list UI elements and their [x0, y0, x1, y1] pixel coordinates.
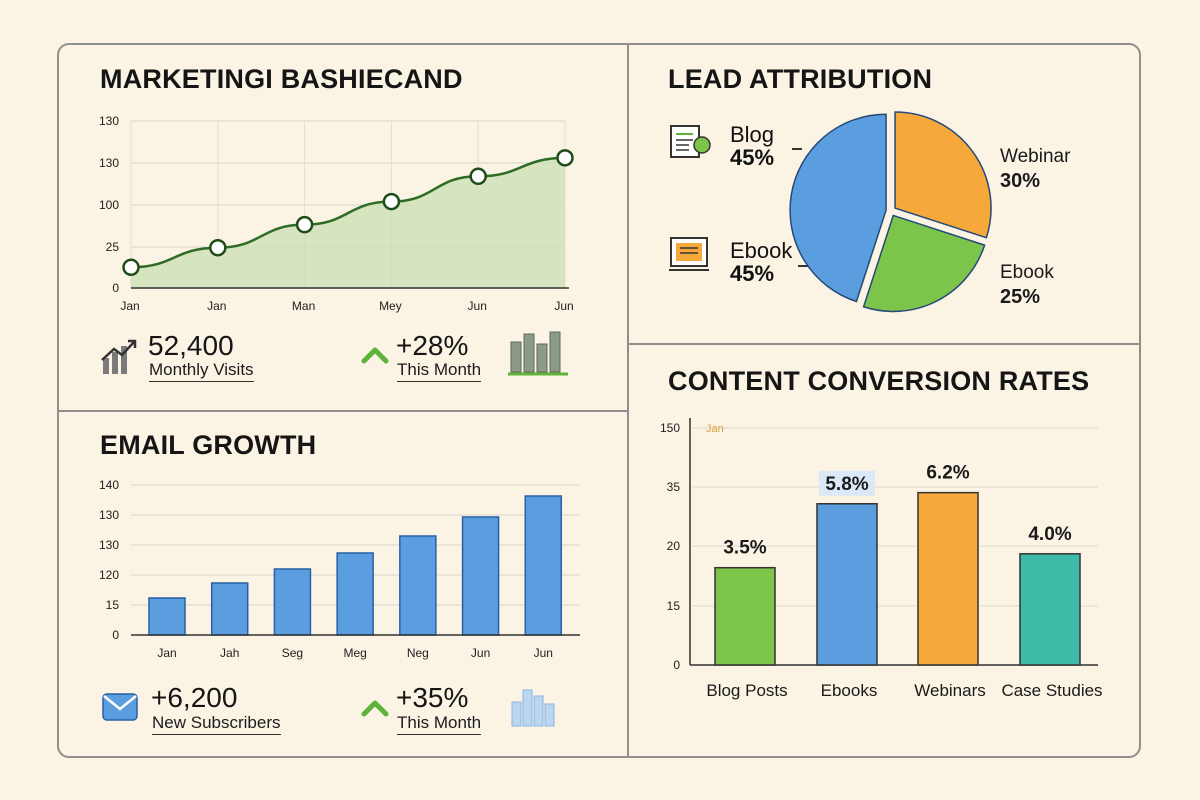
data-label-highlight — [819, 470, 875, 496]
x-tick-label: Blog Posts — [706, 681, 787, 700]
y-tick-label: 150 — [660, 421, 680, 435]
blog-side-name: Blog — [730, 122, 775, 147]
y-tick-label: 130 — [99, 538, 119, 552]
line-point — [556, 149, 574, 167]
y-tick-label: 130 — [99, 156, 119, 170]
content-bar — [714, 566, 776, 666]
email-bar — [524, 495, 563, 636]
visits-value: 52,400 — [148, 330, 234, 361]
x-tick-label: Webinars — [914, 681, 986, 700]
right-horizontal-divider — [628, 343, 1139, 345]
envelope-icon — [102, 693, 138, 721]
x-tick-label: Jun — [471, 646, 490, 660]
arrow-up-icon — [361, 700, 389, 717]
x-tick-label: Mey — [379, 299, 402, 313]
x-tick-label: Jan — [157, 646, 176, 660]
email-panel-title: EMAIL GROWTH — [100, 430, 317, 460]
ebook-icon — [669, 237, 709, 271]
pie-slice-blog — [789, 113, 887, 303]
x-tick-label: Seg — [282, 646, 303, 660]
y-tick-label: 0 — [112, 281, 119, 295]
line-series — [130, 156, 566, 269]
x-tick-label: Jun — [554, 299, 573, 313]
y-tick-label: 130 — [99, 508, 119, 522]
line-point — [122, 258, 140, 277]
left-horizontal-divider — [59, 410, 628, 412]
leader-dash — [792, 148, 802, 150]
bar-chart-icon — [508, 331, 568, 376]
email-bar — [273, 568, 312, 636]
webinar-pct: 30% — [1000, 170, 1040, 192]
email-growth-label: This Month — [397, 713, 482, 735]
traffic-panel-title: MARKETINGI BASHIECAND — [100, 64, 463, 94]
line-point — [209, 238, 227, 257]
subscribers-value: +6,200 — [151, 682, 238, 713]
ebook-label: Ebook — [1000, 262, 1054, 283]
data-label: 6.2% — [926, 463, 969, 484]
line-area-fill — [131, 157, 565, 288]
blog-side-pct: 45% — [730, 145, 775, 170]
line-point — [382, 192, 401, 211]
email-growth-value: +35% — [396, 682, 469, 713]
traffic-growth-label: This Month — [397, 360, 482, 382]
y-tick-label: 120 — [99, 568, 119, 582]
y-tick-label: 15 — [667, 599, 681, 613]
data-label: 4.0% — [1028, 524, 1071, 545]
y-tick-label: 15 — [106, 598, 120, 612]
arrow-up-icon — [361, 347, 389, 364]
x-tick-label: Jah — [220, 646, 239, 660]
content-panel-title: CONTENT CONVERSION RATES — [668, 366, 1090, 396]
x-tick-label: Meg — [343, 646, 366, 660]
y-tick-label: 35 — [667, 480, 681, 494]
email-bar — [399, 535, 437, 636]
x-tick-label: Case Studies — [1001, 681, 1102, 700]
content-bar — [816, 503, 878, 666]
content-bar — [1019, 553, 1081, 666]
y-tick-label: 0 — [673, 658, 680, 672]
x-tick-label: Neg — [407, 646, 429, 660]
lead-panel-title: LEAD ATTRIBUTION — [668, 64, 933, 94]
data-label: 5.8% — [825, 474, 868, 495]
leader-dash — [798, 265, 808, 267]
x-tick-label: Jun — [468, 299, 487, 313]
ebook-side-name: Ebook — [730, 238, 793, 263]
x-tick-label: Man — [292, 299, 315, 313]
ebook-pct: 25% — [1000, 286, 1040, 308]
bar-chart-icon — [511, 689, 555, 727]
y-tick-label: 25 — [106, 240, 120, 254]
email-bar — [148, 597, 186, 636]
data-label: 3.5% — [723, 538, 766, 559]
y-tick-label: 0 — [112, 628, 119, 642]
line-point — [295, 215, 314, 234]
traffic-growth-value: +28% — [396, 330, 469, 361]
vertical-divider — [627, 45, 629, 756]
y-tick-label: 130 — [99, 114, 119, 128]
email-bar — [210, 582, 249, 636]
document-icon — [670, 125, 711, 158]
y-tick-label: 100 — [99, 198, 119, 212]
ebook-side-pct: 45% — [730, 261, 775, 286]
line-point — [469, 167, 487, 186]
chart-annotation: Jan — [706, 423, 724, 435]
x-tick-label: Jan — [207, 299, 226, 313]
y-tick-label: 140 — [99, 478, 119, 492]
x-tick-label: Jan — [120, 299, 139, 313]
pie-slice-ebook — [862, 214, 986, 313]
email-bar — [461, 516, 500, 636]
subscribers-label: New Subscribers — [152, 713, 281, 735]
y-tick-label: 20 — [667, 539, 681, 553]
x-tick-label: Ebooks — [821, 681, 878, 700]
pie-slice-webinar — [894, 111, 992, 239]
webinar-label: Webinar — [1000, 146, 1071, 167]
visits-label: Monthly Visits — [149, 360, 254, 382]
trending-up-icon — [101, 339, 137, 374]
content-bar — [917, 491, 979, 666]
x-tick-label: Jun — [534, 646, 553, 660]
